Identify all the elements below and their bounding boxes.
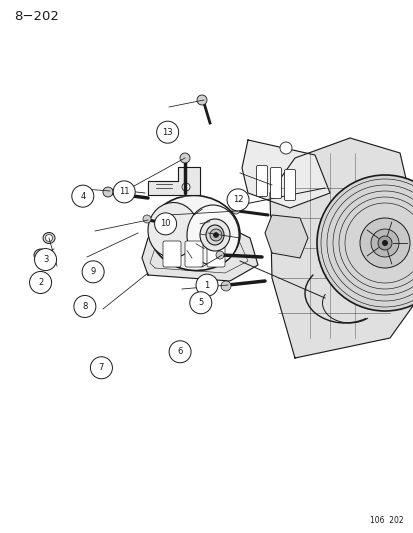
Polygon shape (269, 138, 413, 358)
Circle shape (74, 295, 96, 318)
Text: 1: 1 (204, 281, 209, 289)
Circle shape (370, 229, 398, 257)
Circle shape (90, 357, 112, 379)
Circle shape (216, 251, 223, 259)
Circle shape (279, 142, 291, 154)
Text: 9: 9 (90, 268, 95, 276)
Circle shape (213, 232, 218, 238)
Circle shape (377, 236, 391, 250)
FancyBboxPatch shape (270, 167, 281, 198)
Circle shape (169, 341, 191, 363)
Circle shape (45, 235, 52, 241)
Circle shape (29, 271, 52, 294)
Circle shape (154, 213, 176, 235)
Ellipse shape (147, 203, 197, 257)
Polygon shape (147, 167, 199, 195)
Text: 10: 10 (160, 220, 171, 228)
Text: 7: 7 (99, 364, 104, 372)
Text: 106  202: 106 202 (370, 516, 403, 525)
Ellipse shape (43, 232, 55, 244)
Ellipse shape (150, 196, 240, 271)
Circle shape (195, 274, 218, 296)
Text: 6: 6 (177, 348, 182, 356)
FancyBboxPatch shape (206, 241, 224, 267)
Text: 12: 12 (232, 196, 243, 204)
Circle shape (180, 153, 190, 163)
Circle shape (197, 95, 206, 105)
FancyBboxPatch shape (185, 241, 202, 267)
FancyBboxPatch shape (163, 241, 180, 267)
Circle shape (71, 185, 94, 207)
Circle shape (156, 121, 178, 143)
Circle shape (182, 183, 190, 191)
Ellipse shape (34, 249, 48, 261)
Text: 5: 5 (198, 298, 203, 307)
Ellipse shape (206, 225, 223, 245)
Circle shape (221, 281, 230, 291)
Polygon shape (264, 215, 307, 258)
Text: 8: 8 (82, 302, 87, 311)
Circle shape (316, 175, 413, 311)
Text: 2: 2 (38, 278, 43, 287)
FancyBboxPatch shape (284, 169, 295, 200)
Circle shape (381, 240, 387, 246)
FancyBboxPatch shape (256, 166, 267, 197)
Polygon shape (242, 140, 329, 208)
Circle shape (231, 206, 240, 214)
Text: 3: 3 (43, 255, 48, 264)
Ellipse shape (187, 205, 238, 265)
Circle shape (82, 261, 104, 283)
Polygon shape (142, 223, 257, 281)
Text: 8−202: 8−202 (14, 10, 59, 23)
Circle shape (37, 251, 45, 259)
Circle shape (189, 292, 211, 314)
Circle shape (113, 181, 135, 203)
Text: 4: 4 (80, 192, 85, 200)
Circle shape (209, 229, 221, 241)
Circle shape (226, 189, 249, 211)
Circle shape (103, 187, 113, 197)
Ellipse shape (199, 219, 230, 251)
Circle shape (142, 215, 151, 223)
Circle shape (359, 218, 409, 268)
Circle shape (34, 248, 57, 271)
Text: 13: 13 (162, 128, 173, 136)
Text: 11: 11 (119, 188, 129, 196)
